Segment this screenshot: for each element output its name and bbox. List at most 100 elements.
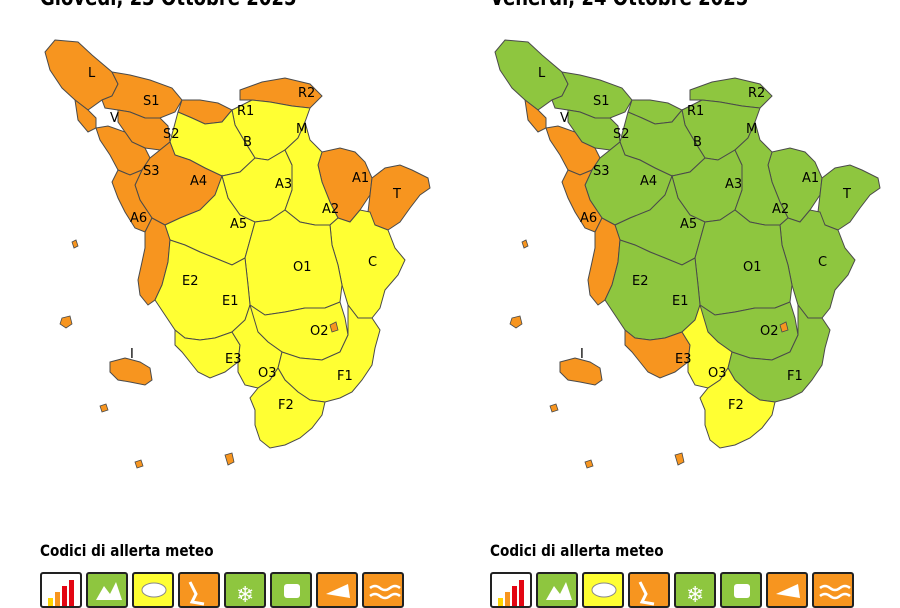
legend-icons: ❄ bbox=[40, 572, 404, 608]
islet bbox=[99, 403, 109, 413]
zone-label-o1: O1 bbox=[293, 260, 312, 275]
zone-label-r1: R1 bbox=[237, 104, 254, 119]
zone-label-e2: E2 bbox=[632, 274, 649, 289]
zone-label-o1: O1 bbox=[743, 260, 762, 275]
zone-label-o2: O2 bbox=[310, 324, 329, 339]
legend-icons: ❄ bbox=[490, 572, 854, 608]
islet bbox=[134, 459, 144, 469]
zone-label-c: C bbox=[818, 255, 827, 270]
mareggiate-icon bbox=[812, 572, 854, 608]
svg-text:❄: ❄ bbox=[236, 583, 254, 608]
zone-label-a2: A2 bbox=[772, 202, 789, 217]
zone-label-a4: A4 bbox=[640, 174, 657, 189]
islet bbox=[329, 321, 339, 333]
neve-icon: ❄ bbox=[674, 572, 716, 608]
zone-label-a6: A6 bbox=[580, 211, 597, 226]
alert-level-icon bbox=[490, 572, 532, 608]
neve-icon: ❄ bbox=[224, 572, 266, 608]
zone-label-b: B bbox=[693, 135, 702, 150]
zone-label-f2: F2 bbox=[278, 398, 294, 413]
zone-label-a1: A1 bbox=[802, 171, 819, 186]
zone-a2 bbox=[284, 120, 339, 226]
zone-i bbox=[109, 357, 153, 386]
islet bbox=[59, 315, 73, 329]
zone-label-a1: A1 bbox=[352, 171, 369, 186]
zone-label-s2: S2 bbox=[163, 127, 180, 142]
zone-label-t: T bbox=[392, 187, 401, 202]
zone-label-a3: A3 bbox=[725, 177, 742, 192]
zone-label-a3: A3 bbox=[275, 177, 292, 192]
zone-label-s1: S1 bbox=[593, 94, 610, 109]
zone-label-i: I bbox=[130, 347, 134, 362]
zone-label-s3: S3 bbox=[593, 164, 610, 179]
zone-label-m: M bbox=[296, 122, 307, 137]
tuscany-alert-map: L V S1 S2 S3 R1 R2 M B A4 A6 A3 A1 T A2 A5 C O1 E2 E1 O2 E3 O3… bbox=[44, 39, 431, 469]
zone-label-r2: R2 bbox=[298, 86, 315, 101]
zone-label-r1: R1 bbox=[687, 104, 704, 119]
mareggiate-icon bbox=[362, 572, 404, 608]
islet bbox=[509, 315, 523, 329]
islet bbox=[779, 321, 789, 333]
alert-level-icon bbox=[40, 572, 82, 608]
zone-label-r2: R2 bbox=[748, 86, 765, 101]
ghiaccio-icon bbox=[270, 572, 312, 608]
zone-label-o2: O2 bbox=[760, 324, 779, 339]
zone-label-s2: S2 bbox=[613, 127, 630, 142]
day-title: Venerdì, 24 Ottobre 2025 bbox=[490, 0, 748, 11]
zone-label-l: L bbox=[538, 66, 546, 81]
zone-label-s3: S3 bbox=[143, 164, 160, 179]
zone-label-o3: O3 bbox=[708, 366, 727, 381]
zone-label-e3: E3 bbox=[225, 352, 242, 367]
zone-label-a4: A4 bbox=[190, 174, 207, 189]
zone-label-a6: A6 bbox=[130, 211, 147, 226]
ghiaccio-icon bbox=[720, 572, 762, 608]
zone-label-b: B bbox=[243, 135, 252, 150]
zone-label-e2: E2 bbox=[182, 274, 199, 289]
islet bbox=[549, 403, 559, 413]
zone-label-f2: F2 bbox=[728, 398, 744, 413]
temporali-icon bbox=[582, 572, 624, 608]
islet bbox=[674, 452, 685, 466]
vento-icon bbox=[316, 572, 358, 608]
islet bbox=[521, 239, 529, 249]
svg-text:❄: ❄ bbox=[686, 583, 704, 608]
idrogeologico-icon bbox=[536, 572, 578, 608]
zone-i bbox=[559, 357, 603, 386]
legend-title: Codici di allerta meteo bbox=[490, 541, 664, 560]
zone-label-e3: E3 bbox=[675, 352, 692, 367]
islet bbox=[584, 459, 594, 469]
islet bbox=[224, 452, 235, 466]
zone-label-a5: A5 bbox=[680, 217, 697, 232]
idraulico-icon bbox=[628, 572, 670, 608]
zone-label-e1: E1 bbox=[222, 294, 239, 309]
zone-e3 bbox=[624, 328, 691, 379]
vento-icon bbox=[766, 572, 808, 608]
zone-label-m: M bbox=[746, 122, 757, 137]
zone-label-c: C bbox=[368, 255, 377, 270]
zone-label-v: V bbox=[560, 111, 569, 126]
zone-label-f1: F1 bbox=[337, 369, 353, 384]
zone-label-o3: O3 bbox=[258, 366, 277, 381]
zone-f2 bbox=[249, 367, 326, 449]
tuscany-alert-map: L V S1 S2 S3 R1 R2 M B A4 A6 A3 A1 T A2 A5 C O1 E2 E1 O2 E3 O3… bbox=[494, 39, 881, 469]
zone-e3 bbox=[174, 328, 241, 379]
zone-label-i: I bbox=[580, 347, 584, 362]
zone-a2 bbox=[734, 120, 789, 226]
map-panel-thursday: Giovedì, 23 Ottobre 2025 L V S1 S2 S3 R1 R2 M B A… bbox=[0, 0, 450, 608]
islet bbox=[71, 239, 79, 249]
zone-label-t: T bbox=[842, 187, 851, 202]
legend-title: Codici di allerta meteo bbox=[40, 541, 214, 560]
idraulico-icon bbox=[178, 572, 220, 608]
zone-label-a5: A5 bbox=[230, 217, 247, 232]
zone-label-a2: A2 bbox=[322, 202, 339, 217]
idrogeologico-icon bbox=[86, 572, 128, 608]
temporali-icon bbox=[132, 572, 174, 608]
map-panel-friday: Venerdì, 24 Ottobre 2025 L V S1 S2 S3 R1 R2 M B A… bbox=[450, 0, 900, 608]
zone-label-v: V bbox=[110, 111, 119, 126]
zone-label-e1: E1 bbox=[672, 294, 689, 309]
zone-f2 bbox=[699, 367, 776, 449]
zone-label-s1: S1 bbox=[143, 94, 160, 109]
zone-label-f1: F1 bbox=[787, 369, 803, 384]
day-title: Giovedì, 23 Ottobre 2025 bbox=[40, 0, 297, 11]
zone-label-l: L bbox=[88, 66, 96, 81]
